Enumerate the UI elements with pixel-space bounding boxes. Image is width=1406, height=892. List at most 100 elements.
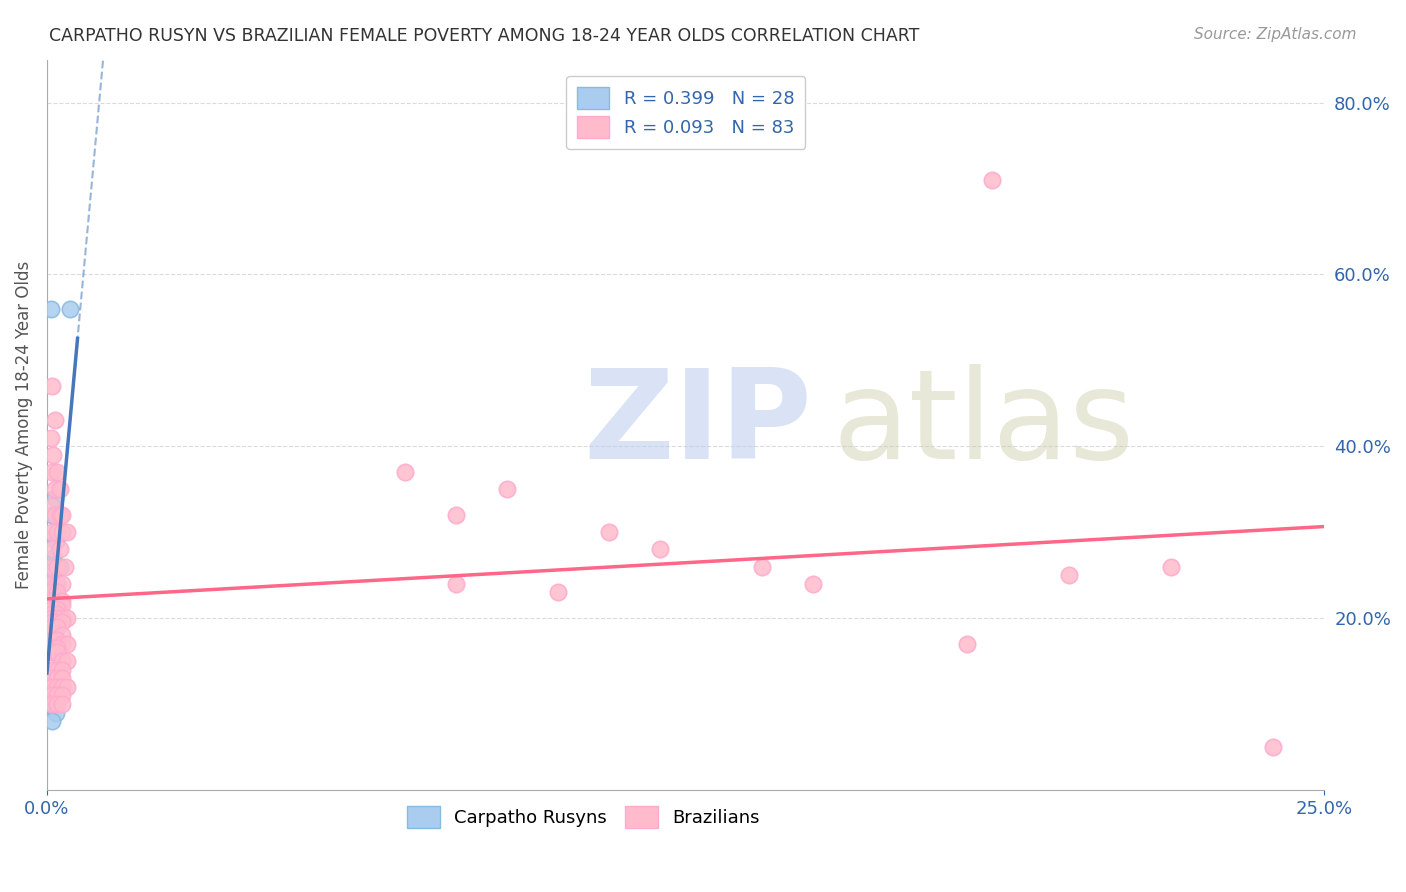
Point <box>41 671 63 685</box>
Point <box>41 680 63 694</box>
Point <box>39 301 62 316</box>
Point <box>41 542 63 557</box>
Point <box>56 680 79 694</box>
Point <box>45 620 67 634</box>
Point <box>495 482 517 496</box>
Point <box>41 500 63 514</box>
Point <box>41 602 63 616</box>
Point <box>46 641 69 656</box>
Point <box>42 550 65 565</box>
Point <box>41 689 63 703</box>
Point <box>41 594 63 608</box>
Point <box>1160 559 1182 574</box>
Point <box>46 607 69 621</box>
Point <box>46 611 69 625</box>
Point <box>48 542 70 557</box>
Point <box>41 559 63 574</box>
Point <box>56 611 79 625</box>
Point <box>46 663 69 677</box>
Point <box>46 585 69 599</box>
Point <box>956 637 979 651</box>
Point <box>41 632 63 647</box>
Point <box>41 645 63 659</box>
Point <box>51 671 73 685</box>
Text: atlas: atlas <box>832 364 1135 485</box>
Point <box>44 585 66 599</box>
Point <box>51 576 73 591</box>
Point <box>46 611 69 625</box>
Point <box>51 525 73 540</box>
Point <box>46 598 69 612</box>
Point <box>41 615 63 630</box>
Point <box>41 615 63 630</box>
Point <box>46 645 69 659</box>
Point <box>51 628 73 642</box>
Point <box>648 542 671 557</box>
Point <box>48 508 70 522</box>
Point <box>41 525 63 540</box>
Point <box>41 611 63 625</box>
Point <box>51 615 73 630</box>
Point <box>46 637 69 651</box>
Point <box>598 525 620 540</box>
Text: CARPATHO RUSYN VS BRAZILIAN FEMALE POVERTY AMONG 18-24 YEAR OLDS CORRELATION CHA: CARPATHO RUSYN VS BRAZILIAN FEMALE POVER… <box>49 27 920 45</box>
Point <box>41 568 63 582</box>
Legend: Carpatho Rusyns, Brazilians: Carpatho Rusyns, Brazilians <box>401 799 766 836</box>
Point <box>44 607 66 621</box>
Point <box>51 508 73 522</box>
Point <box>444 576 467 591</box>
Point <box>46 671 69 685</box>
Point <box>48 559 70 574</box>
Point <box>41 590 63 604</box>
Point <box>51 654 73 668</box>
Point <box>53 559 76 574</box>
Point <box>46 689 69 703</box>
Point <box>39 431 62 445</box>
Point <box>41 620 63 634</box>
Point <box>46 465 69 479</box>
Point <box>41 607 63 621</box>
Point <box>56 525 79 540</box>
Point <box>51 697 73 711</box>
Text: Source: ZipAtlas.com: Source: ZipAtlas.com <box>1194 27 1357 42</box>
Point <box>41 379 63 393</box>
Point <box>444 508 467 522</box>
Point <box>41 663 63 677</box>
Point <box>41 697 63 711</box>
Point <box>44 482 66 496</box>
Point <box>751 559 773 574</box>
Point <box>45 533 67 548</box>
Point <box>46 525 69 540</box>
Point <box>51 611 73 625</box>
Point <box>51 637 73 651</box>
Point <box>51 680 73 694</box>
Point <box>42 448 65 462</box>
Point <box>981 173 1004 187</box>
Point <box>46 576 69 591</box>
Point <box>41 641 63 656</box>
Point <box>41 465 63 479</box>
Point <box>1263 739 1285 754</box>
Point <box>45 598 67 612</box>
Point <box>46 615 69 630</box>
Point <box>45 706 67 720</box>
Point <box>41 576 63 591</box>
Point <box>46 525 69 540</box>
Point <box>42 624 65 638</box>
Y-axis label: Female Poverty Among 18-24 Year Olds: Female Poverty Among 18-24 Year Olds <box>15 260 32 589</box>
Point <box>51 663 73 677</box>
Point <box>48 482 70 496</box>
Point <box>394 465 416 479</box>
Text: ZIP: ZIP <box>583 364 813 485</box>
Point <box>42 594 65 608</box>
Point <box>56 654 79 668</box>
Point <box>46 576 69 591</box>
Point <box>41 697 63 711</box>
Point <box>56 637 79 651</box>
Point <box>44 508 66 522</box>
Point <box>41 641 63 656</box>
Point <box>41 602 63 616</box>
Point <box>51 598 73 612</box>
Point <box>547 585 569 599</box>
Point <box>51 689 73 703</box>
